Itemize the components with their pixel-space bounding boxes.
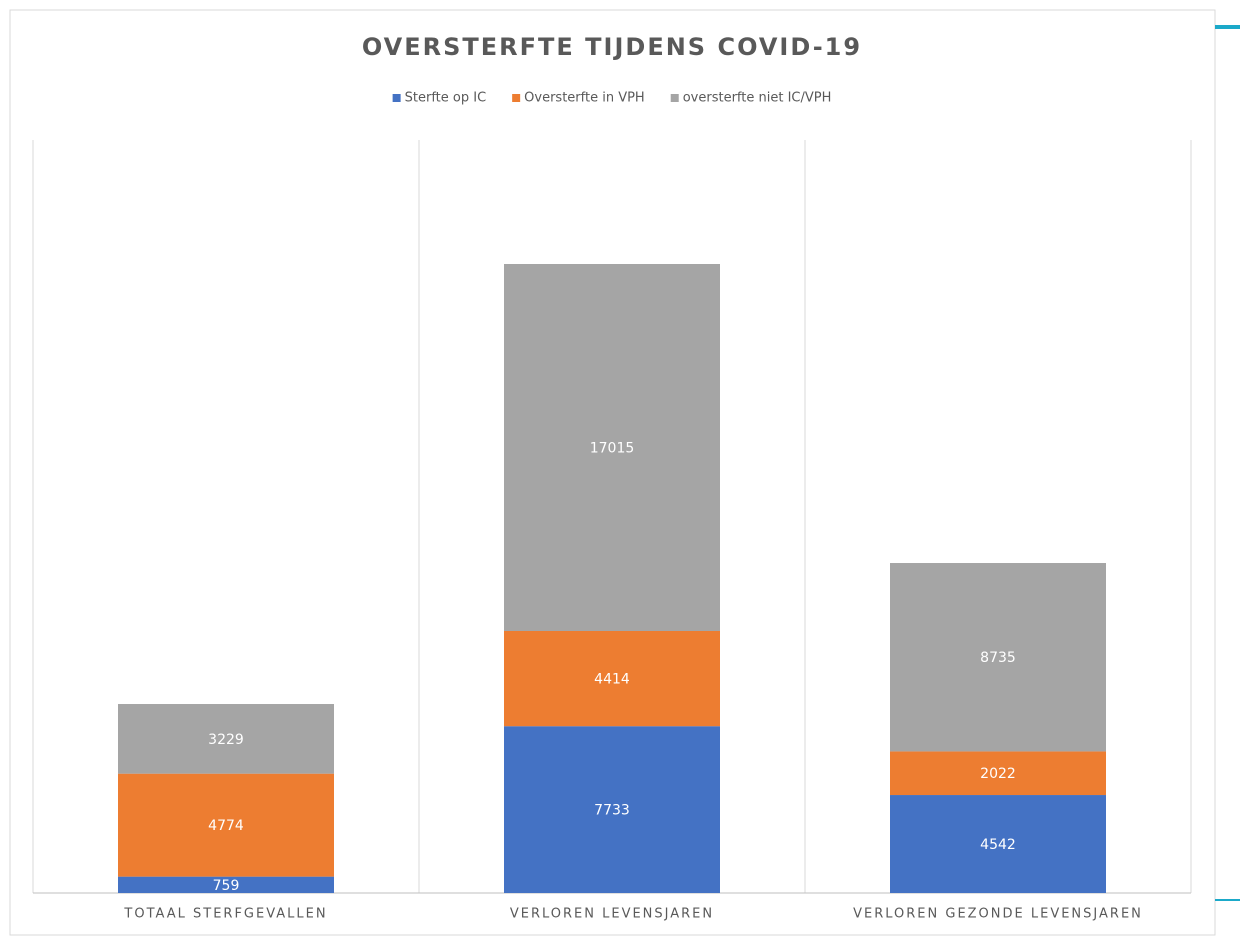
data-label: 4542 bbox=[980, 837, 1016, 853]
bar-segment bbox=[118, 876, 334, 893]
x-tick-label: VERLOREN LEVENSJAREN bbox=[510, 907, 714, 922]
bar-segment bbox=[504, 264, 720, 631]
bar-segment bbox=[890, 795, 1106, 893]
decor-bottom bbox=[1215, 899, 1240, 901]
data-label: 17015 bbox=[590, 440, 635, 456]
decor-top bbox=[1215, 25, 1240, 29]
chart-title: OVERSTERFTE TIJDENS COVID-19 bbox=[362, 33, 862, 61]
bar-segment bbox=[504, 630, 720, 727]
legend-label: Sterfte op IC bbox=[405, 91, 487, 106]
data-label: 7733 bbox=[594, 803, 630, 819]
legend-label: Oversterfte in VPH bbox=[524, 91, 645, 106]
legend-swatch bbox=[512, 94, 521, 102]
data-label: 759 bbox=[213, 878, 240, 894]
bar-segment bbox=[118, 773, 334, 877]
legend-swatch bbox=[392, 94, 401, 102]
bar-segment bbox=[890, 563, 1106, 752]
data-label: 8735 bbox=[980, 650, 1016, 666]
x-tick-label: TOTAAL STERFGEVALLEN bbox=[123, 907, 327, 922]
bar-segment bbox=[504, 726, 720, 893]
legend-label: oversterfte niet IC/VPH bbox=[683, 91, 832, 106]
data-label: 2022 bbox=[980, 766, 1016, 782]
data-label: 4414 bbox=[594, 672, 630, 688]
bar-segment bbox=[118, 704, 334, 774]
legend-swatch bbox=[670, 94, 679, 102]
x-tick-label: VERLOREN GEZONDE LEVENSJAREN bbox=[853, 907, 1143, 922]
chart-frame bbox=[9, 9, 1216, 936]
data-label: 3229 bbox=[208, 732, 244, 748]
bar-segment bbox=[890, 751, 1106, 796]
data-label: 4774 bbox=[208, 818, 244, 834]
